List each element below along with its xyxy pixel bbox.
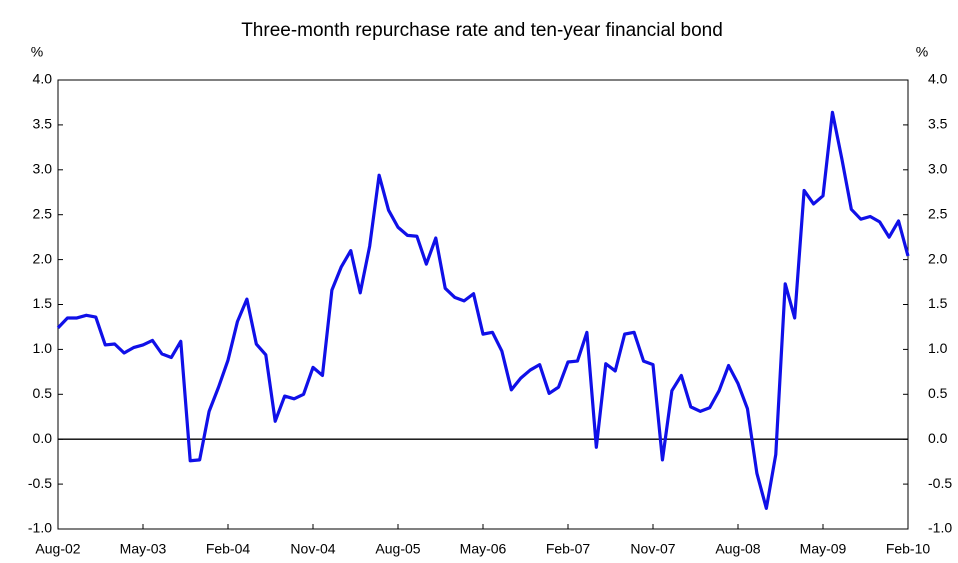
x-tick-label: Nov-04 <box>290 541 335 557</box>
y2-axis-label: % <box>916 44 928 60</box>
series-line <box>56 110 910 510</box>
y-tick-label: 2.5 <box>33 205 53 221</box>
y2-tick-label: 4.0 <box>928 71 948 87</box>
y2-tick-label: 1.5 <box>928 295 948 311</box>
y2-tick-label: 1.0 <box>928 340 948 356</box>
y2-tick-label: 2.0 <box>928 250 948 266</box>
y-tick-label: 0.0 <box>33 430 53 446</box>
x-tick-label: May-09 <box>800 541 847 557</box>
y2-tick-label: 3.5 <box>928 116 948 132</box>
x-tick-label: Nov-07 <box>630 541 675 557</box>
x-tick-label: Feb-10 <box>886 541 931 557</box>
y-tick-label: -1.0 <box>28 520 52 536</box>
y-tick-label: 4.0 <box>33 71 53 87</box>
y-tick-label: -0.5 <box>28 475 52 491</box>
y-tick-label: 3.5 <box>33 116 53 132</box>
y-axis-label: % <box>31 44 43 60</box>
x-tick-label: Feb-04 <box>206 541 251 557</box>
y2-tick-label: -1.0 <box>928 520 952 536</box>
plot-frame <box>57 79 909 530</box>
x-tick-label: Aug-08 <box>715 541 760 557</box>
x-tick-label: May-06 <box>460 541 507 557</box>
x-tick-label: Aug-05 <box>375 541 420 557</box>
x-tick-label: Feb-07 <box>546 541 591 557</box>
y-tick-label: 2.0 <box>33 250 53 266</box>
x-tick-label: Aug-02 <box>35 541 80 557</box>
y-tick-label: 3.0 <box>33 161 53 177</box>
y2-tick-label: 0.0 <box>928 430 948 446</box>
y2-tick-label: -0.5 <box>928 475 952 491</box>
y-tick-label: 1.0 <box>33 340 53 356</box>
y-tick-label: 0.5 <box>33 385 53 401</box>
y-tick-label: 1.5 <box>33 295 53 311</box>
x-tick-label: May-03 <box>120 541 167 557</box>
y2-tick-label: 3.0 <box>928 161 948 177</box>
chart-title: Three-month repurchase rate and ten-year… <box>241 20 723 41</box>
y2-tick-label: 0.5 <box>928 385 948 401</box>
y2-tick-label: 2.5 <box>928 205 948 221</box>
